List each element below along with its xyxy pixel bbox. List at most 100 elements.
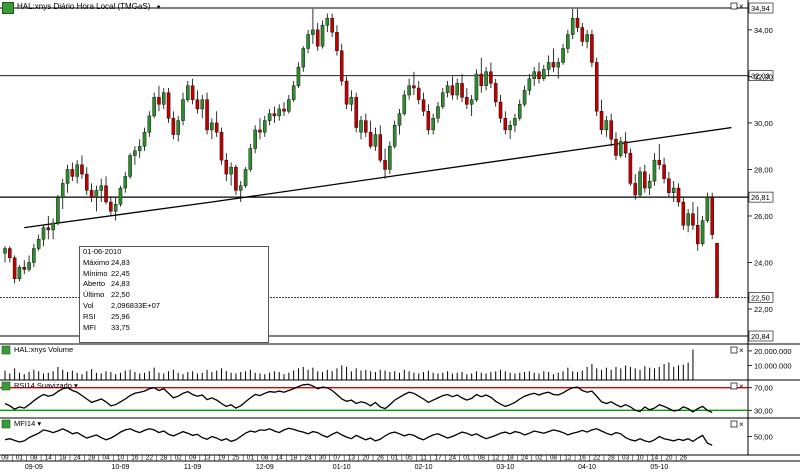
x-tick-label: 01 [247,455,255,462]
candle-body [705,197,710,221]
candle-body [652,159,657,182]
candle-body [392,125,397,147]
maximize-icon [730,382,738,390]
month-label: 05-10 [650,464,668,471]
candle-body [248,148,253,170]
x-tick-label: 11 [420,455,427,462]
month-label: 03-10 [496,464,514,471]
candle-body [287,99,291,112]
x-tick-label: 26 [680,455,688,462]
close-icon: × [739,2,744,11]
close-icon: × [739,382,744,391]
candle-body [214,122,219,133]
candle-body [455,83,459,96]
candle-body [441,92,445,107]
candle-body [104,185,108,203]
x-tick-label: 24 [74,455,82,462]
info-row-volume: Vol 2,096833E+07 [83,300,161,310]
close-icon: × [739,420,744,429]
month-label: 01-10 [333,464,351,471]
candle-body [118,187,123,205]
x-tick-label: 22 [593,455,601,462]
candle-body [32,248,36,263]
candle-body [493,83,498,103]
candle-body [291,85,296,100]
candle-body [65,169,70,184]
candle-body [152,97,156,117]
candle-body [609,120,613,140]
x-tick-label: 10 [636,455,644,462]
x-tick-label: 08 [478,455,486,462]
candle-body [469,99,474,105]
x-tick-label: 16 [131,455,139,462]
candle-body [142,132,147,147]
month-label: 09-09 [25,464,43,471]
x-tick-label: 26 [377,455,385,462]
candle-body [123,176,128,189]
y-tick-label: 50,00 [754,433,773,442]
candle-body [681,201,686,226]
candle-body [27,262,31,270]
x-tick-label: 24 [521,455,529,462]
candle-body [527,78,532,91]
info-date: 01-06-2010 [83,247,122,256]
candle-body [421,99,426,112]
candle-body [263,120,267,133]
chevron-down-icon[interactable]: ▼ [155,5,162,11]
candle-body [436,106,440,119]
data-info-panel: 01-06-2010 Máximo 24,83 Mínimo 22,45 Abert… [79,246,269,343]
x-tick-label: 02 [535,455,543,462]
candle-body [315,29,320,47]
candle-body [686,213,690,226]
candle-body [109,201,113,212]
x-tick-label: 14 [276,455,284,462]
candle-body [667,178,671,193]
candle-body [344,80,349,105]
candle-body [551,62,556,68]
x-tick-label: 03 [622,455,630,462]
y-tick-label: 26,00 [754,212,773,221]
candle-body [277,108,281,117]
candle-body [330,18,334,33]
candle-body [70,169,75,177]
x-tick-label: 13 [203,455,211,462]
x-tick-label: 28 [160,455,168,462]
candle-body [657,159,662,165]
candle-body [585,34,589,42]
x-tick-label: 08 [30,455,38,462]
info-row-high: Máximo 24,83 [83,257,130,267]
candle-body [368,132,373,147]
candle-body [157,97,161,105]
candle-body [412,85,416,89]
x-tick-label: 18 [507,455,515,462]
x-tick-label: 19 [218,455,226,462]
candle-body [465,97,469,105]
candle-body [186,85,190,100]
rsi-panel-title: RSI14 Suavizado ▾ [14,381,78,390]
candle-body [128,155,132,177]
candle-body [190,85,195,100]
candle-body [17,266,22,279]
info-row-low: Mínimo 22,45 [83,268,130,278]
candle-body [335,31,339,52]
candle-body [311,29,315,35]
chart-title[interactable]: HAL:xnys Diário Hora Local (TMGaS) ▼ [17,2,162,11]
candle-body [161,92,166,105]
y-tick-label: 10.000.000 [754,361,792,370]
candle-body [378,134,383,161]
candle-body [383,159,387,170]
candle-body [700,220,705,245]
y-tick-label: 70,00 [754,384,773,393]
candle-body [623,141,628,154]
y-tick-label: 30,00 [754,119,773,128]
candle-body [498,101,503,119]
x-tick-label: 28 [88,455,96,462]
chart-menu-icon[interactable] [2,2,14,14]
candle-body [306,34,310,49]
rsi-line [4,383,713,414]
x-tick-label: 04 [102,455,110,462]
x-tick-label: 01 [463,455,471,462]
level-label-box [748,70,774,81]
candle-body [431,118,435,131]
